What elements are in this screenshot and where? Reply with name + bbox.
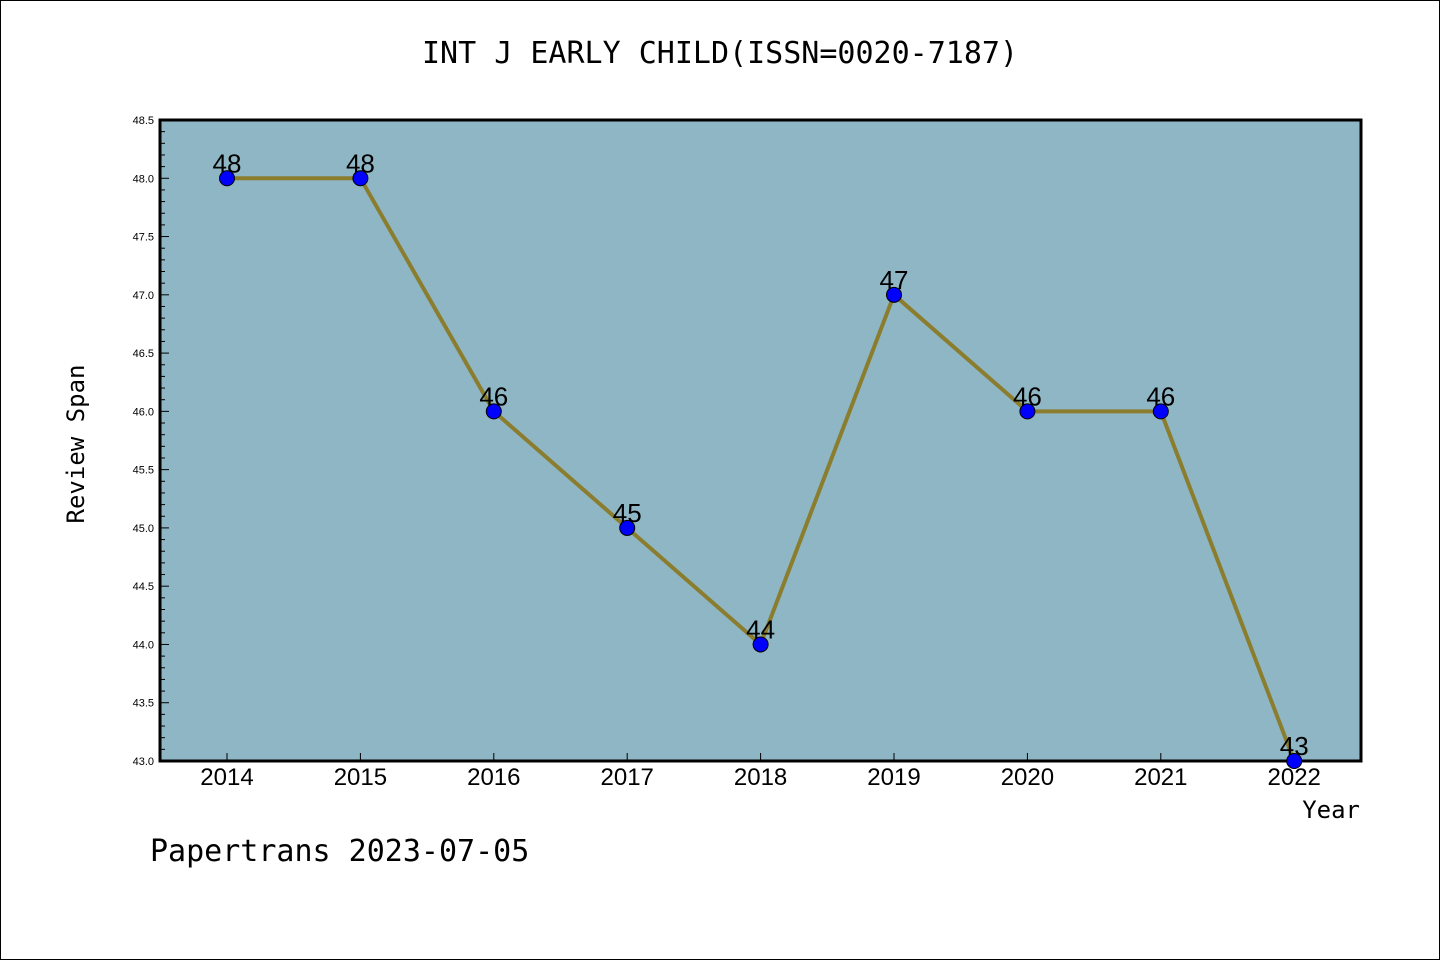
data-label: 48 [213,148,242,178]
data-point [1286,753,1303,769]
y-tick-label: 44.0 [133,639,154,651]
y-tick-label: 43.0 [133,756,154,768]
chart-title: INT J EARLY CHILD(ISSN=0020-7187) [421,36,1019,71]
data-label: 44 [746,614,775,644]
x-tick-label: 2020 [1001,764,1054,791]
data-point [219,170,235,187]
data-label: 47 [880,265,909,295]
data-label: 43 [1280,731,1309,761]
y-tick-label: 48.0 [133,173,154,185]
y-tick-label: 47.0 [133,290,154,302]
x-tick-label: 2017 [601,764,654,791]
x-tick-label: 2014 [200,764,253,791]
y-tick-label: 44.5 [133,581,154,593]
y-tick-label: 45.5 [133,465,154,477]
x-tick-label: 2016 [467,764,520,791]
footer-note: Papertrans 2023-07-05 [150,834,530,869]
data-point [1152,403,1169,420]
data-label: 46 [479,381,508,411]
y-tick-label: 46.5 [133,348,154,360]
y-tick-label: 47.5 [133,232,154,244]
data-point [485,403,502,420]
data-point [752,636,769,653]
data-point [352,170,369,187]
x-axis-label: Year [1302,796,1360,824]
y-tick-label: 46.0 [133,406,154,418]
x-tick-label: 2018 [734,764,787,791]
y-tick-label: 48.5 [133,115,154,127]
y-tick-label: 45.0 [133,523,154,535]
x-tick-label: 2015 [334,764,387,791]
data-label: 45 [613,498,642,528]
data-point [1019,403,1036,420]
x-tick-label: 2019 [867,764,920,791]
y-tick-label: 43.5 [133,698,154,710]
x-tick-label: 2021 [1134,764,1187,791]
data-label: 46 [1146,381,1175,411]
data-point [619,519,636,536]
data-label: 46 [1013,381,1042,411]
data-label: 48 [346,148,375,178]
plot-area [160,120,1361,761]
data-point [886,286,902,303]
